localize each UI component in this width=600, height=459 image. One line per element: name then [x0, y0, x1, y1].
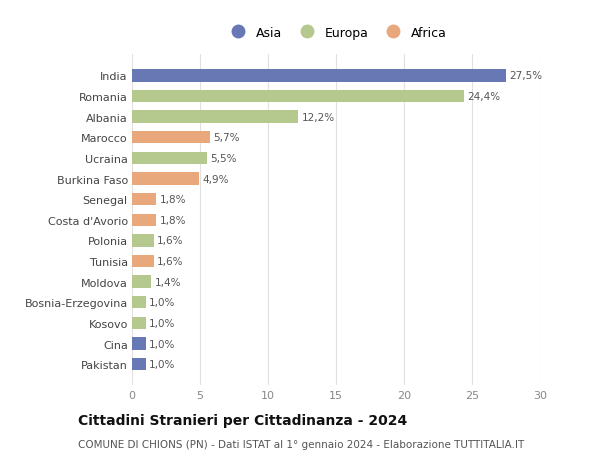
Bar — [132, 152, 207, 165]
Bar — [132, 91, 464, 103]
Bar — [132, 255, 154, 268]
Text: 1,0%: 1,0% — [149, 297, 175, 308]
Text: 4,9%: 4,9% — [202, 174, 229, 184]
Text: 1,4%: 1,4% — [154, 277, 181, 287]
Bar — [132, 173, 199, 185]
Text: 1,6%: 1,6% — [157, 257, 184, 267]
Text: 24,4%: 24,4% — [467, 92, 500, 102]
Text: 1,8%: 1,8% — [160, 215, 187, 225]
Bar — [132, 111, 298, 123]
Bar — [132, 214, 157, 226]
Text: 1,0%: 1,0% — [149, 318, 175, 328]
Text: 1,0%: 1,0% — [149, 359, 175, 369]
Text: 27,5%: 27,5% — [509, 71, 542, 81]
Text: COMUNE DI CHIONS (PN) - Dati ISTAT al 1° gennaio 2024 - Elaborazione TUTTITALIA.: COMUNE DI CHIONS (PN) - Dati ISTAT al 1°… — [78, 440, 524, 449]
Bar — [132, 70, 506, 83]
Bar — [132, 235, 154, 247]
Bar — [132, 338, 146, 350]
Text: 1,6%: 1,6% — [157, 236, 184, 246]
Text: Cittadini Stranieri per Cittadinanza - 2024: Cittadini Stranieri per Cittadinanza - 2… — [78, 414, 407, 428]
Bar — [132, 276, 151, 288]
Bar — [132, 297, 146, 309]
Text: 1,0%: 1,0% — [149, 339, 175, 349]
Text: 5,5%: 5,5% — [210, 154, 236, 163]
Bar — [132, 132, 209, 144]
Bar — [132, 358, 146, 370]
Text: 12,2%: 12,2% — [301, 112, 334, 123]
Bar — [132, 317, 146, 330]
Text: 5,7%: 5,7% — [213, 133, 239, 143]
Legend: Asia, Europa, Africa: Asia, Europa, Africa — [221, 22, 452, 45]
Text: 1,8%: 1,8% — [160, 195, 187, 205]
Bar — [132, 194, 157, 206]
